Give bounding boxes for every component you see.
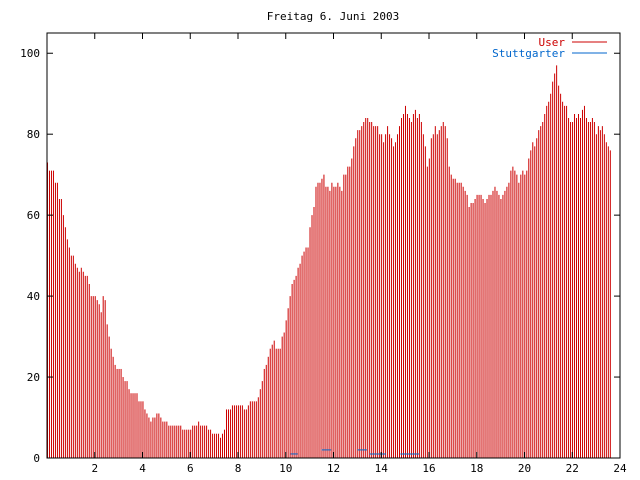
x-tick-label: 8: [235, 462, 242, 475]
y-tick-label: 40: [27, 290, 40, 303]
chart-title: Freitag 6. Juni 2003: [267, 10, 399, 23]
y-tick-label: 0: [33, 452, 40, 465]
x-tick-label: 14: [375, 462, 389, 475]
x-tick-label: 16: [422, 462, 435, 475]
x-tick-label: 20: [518, 462, 531, 475]
x-tick-label: 4: [139, 462, 146, 475]
x-tick-label: 22: [566, 462, 579, 475]
y-tick-label: 80: [27, 128, 40, 141]
x-tick-label: 6: [187, 462, 194, 475]
x-axis: 2 4 6 8 10 12 14 16 18 20 22 24: [91, 33, 627, 475]
x-tick-label: 2: [91, 462, 98, 475]
x-tick-label: 18: [470, 462, 483, 475]
x-tick-label: 24: [613, 462, 627, 475]
user-bars: [47, 65, 611, 458]
x-tick-label: 10: [279, 462, 292, 475]
y-axis: 0 20 40 60 80 100: [20, 47, 620, 465]
x-tick-label: 12: [327, 462, 340, 475]
legend-label-stuttgarter: Stuttgarter: [492, 47, 565, 60]
y-tick-label: 20: [27, 371, 40, 384]
legend: User Stuttgarter: [492, 36, 607, 60]
legend-label-user: User: [539, 36, 566, 49]
y-tick-label: 60: [27, 209, 40, 222]
y-tick-label: 100: [20, 47, 40, 60]
stuttgarter-series: [290, 449, 420, 455]
